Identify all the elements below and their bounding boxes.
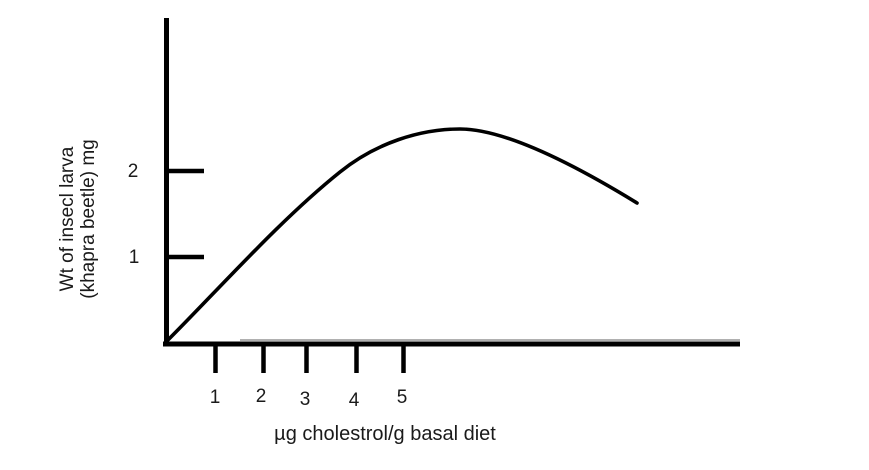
x-tick-label-4: 4: [348, 390, 360, 411]
x-tick-label-3: 3: [299, 389, 311, 410]
y-axis-title-line2: (khapra beetle) mg: [78, 139, 99, 299]
y-tick-label-1: 1: [128, 247, 140, 268]
y-axis-title: Wt of insecl larva (khapra beetle) mg: [57, 89, 101, 349]
growth-response-curve: [164, 127, 639, 344]
x-tick-label-5: 5: [396, 387, 408, 408]
x-tick-label-2: 2: [255, 386, 267, 407]
x-axis-title: µg cholestrol/g basal diet: [274, 423, 496, 445]
y-tick-label-2: 2: [127, 161, 139, 182]
y-axis-title-line1: Wt of insecl larva: [57, 146, 78, 292]
x-tick-label-1: 1: [209, 387, 221, 408]
